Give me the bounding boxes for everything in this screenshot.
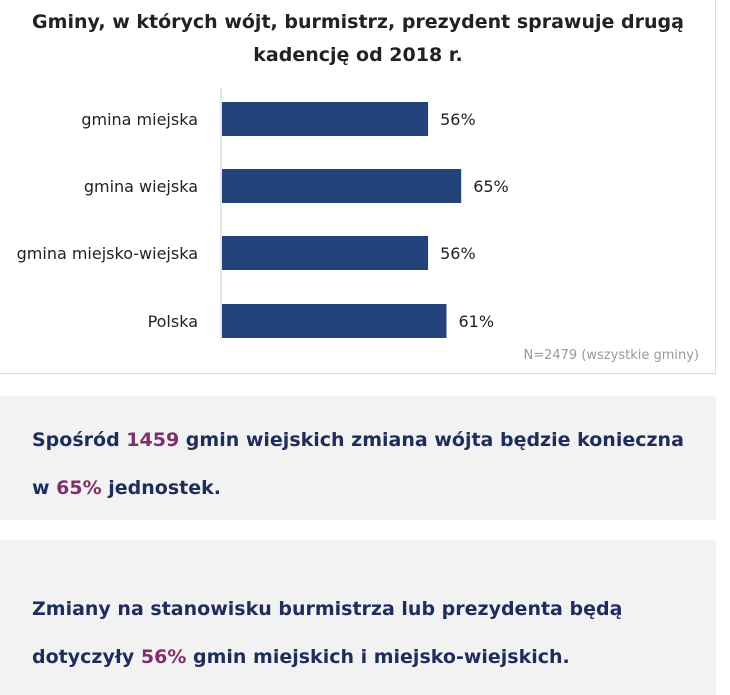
callout-urban: Zmiany na stanowisku burmistrza lub prez… [0,540,716,695]
category-label: Polska [148,312,198,331]
bar [222,236,429,270]
bar [222,102,429,136]
callout-urban-text-2: dotyczyły [32,646,141,668]
callout-urban-text-3: gmin miejskich i miejsko-wiejskich. [186,646,570,668]
value-label: 65% [473,177,509,196]
callout-rural-percent: 65% [56,477,102,499]
callout-rural-text-1: Spośród [32,429,127,451]
callout-rural: Spośród 1459 gmin wiejskich zmiana wójta… [0,396,716,520]
callout-urban-text-1: Zmiany na stanowisku burmistrza lub prez… [32,598,623,620]
bar [222,169,462,203]
value-label: 56% [440,244,476,263]
callout-rural-text-3: w [32,477,57,499]
callout-urban-percent: 56% [140,646,187,668]
sample-note: N=2479 (wszystkie gminy) [523,348,700,363]
value-label: 56% [440,110,476,129]
callout-rural-count: 1459 [126,429,180,451]
value-label: 61% [458,312,494,331]
category-label: gmina miejska [81,110,198,129]
category-label: gmina wiejska [84,177,198,196]
bar [222,304,447,338]
callout-rural-text-4: jednostek. [101,477,221,499]
category-label: gmina miejsko-wiejska [17,244,198,263]
callout-rural-text-2: gmin wiejskich zmiana wójta będzie konie… [179,429,684,451]
bar-chart: gmina miejska 56% gmina wiejska 65% gmina mi… [17,88,509,340]
chart-card: Gminy, w których wójt, burmistrz, prezyd… [0,0,716,374]
chart-title: Gminy, w których wójt, burmistrz, prezyd… [32,11,684,66]
